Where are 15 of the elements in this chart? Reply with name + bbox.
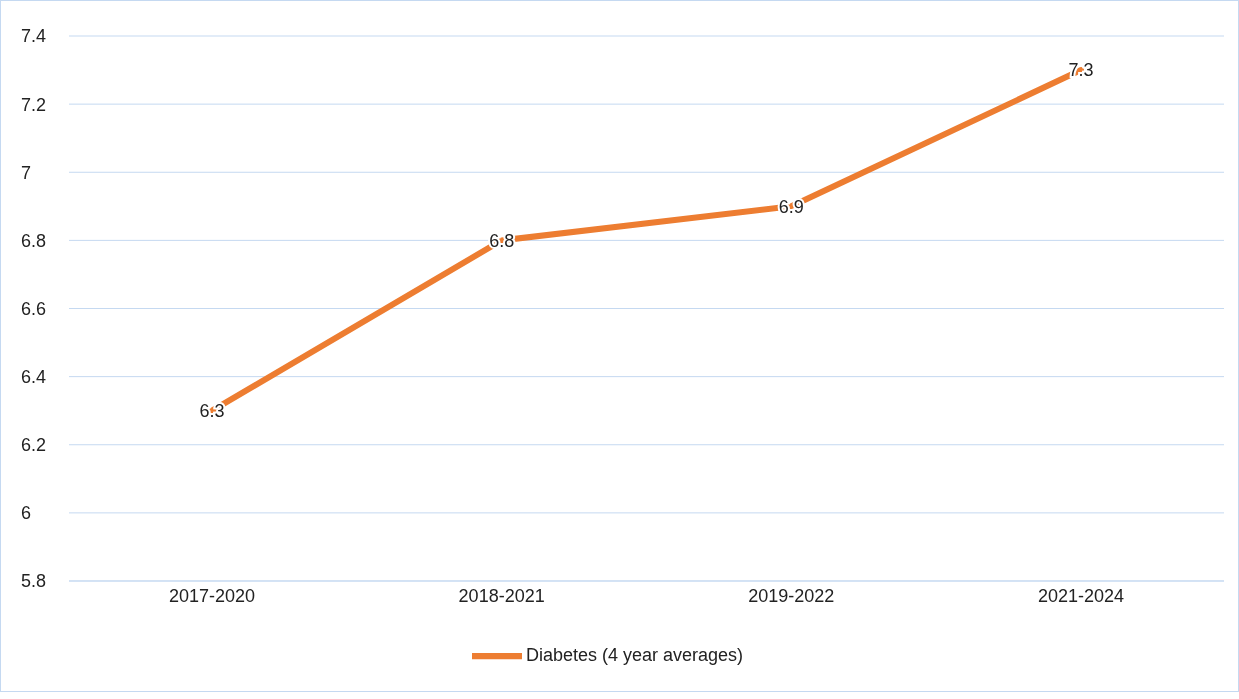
x-tick-label: 2019-2022 [748,585,835,606]
y-tick-label: 6.8 [21,230,47,251]
legend-label: Diabetes (4 year averages) [525,644,744,665]
y-tick-label: 6.2 [21,435,47,456]
x-tick-label: 2017-2020 [168,585,256,606]
x-tick-label: 2018-2021 [458,585,545,606]
data-label: 6.3 [199,401,225,422]
y-tick-label: 6 [21,503,32,524]
y-tick-label: 7 [21,162,32,183]
y-tick-label: 7.4 [21,26,47,47]
y-tick-label: 6.6 [21,298,47,319]
y-tick-label: 7.2 [21,94,47,115]
y-tick-label: 5.8 [21,571,47,592]
y-tick-label: 6.4 [21,367,47,388]
x-tick-label: 2021-2024 [1037,585,1125,606]
